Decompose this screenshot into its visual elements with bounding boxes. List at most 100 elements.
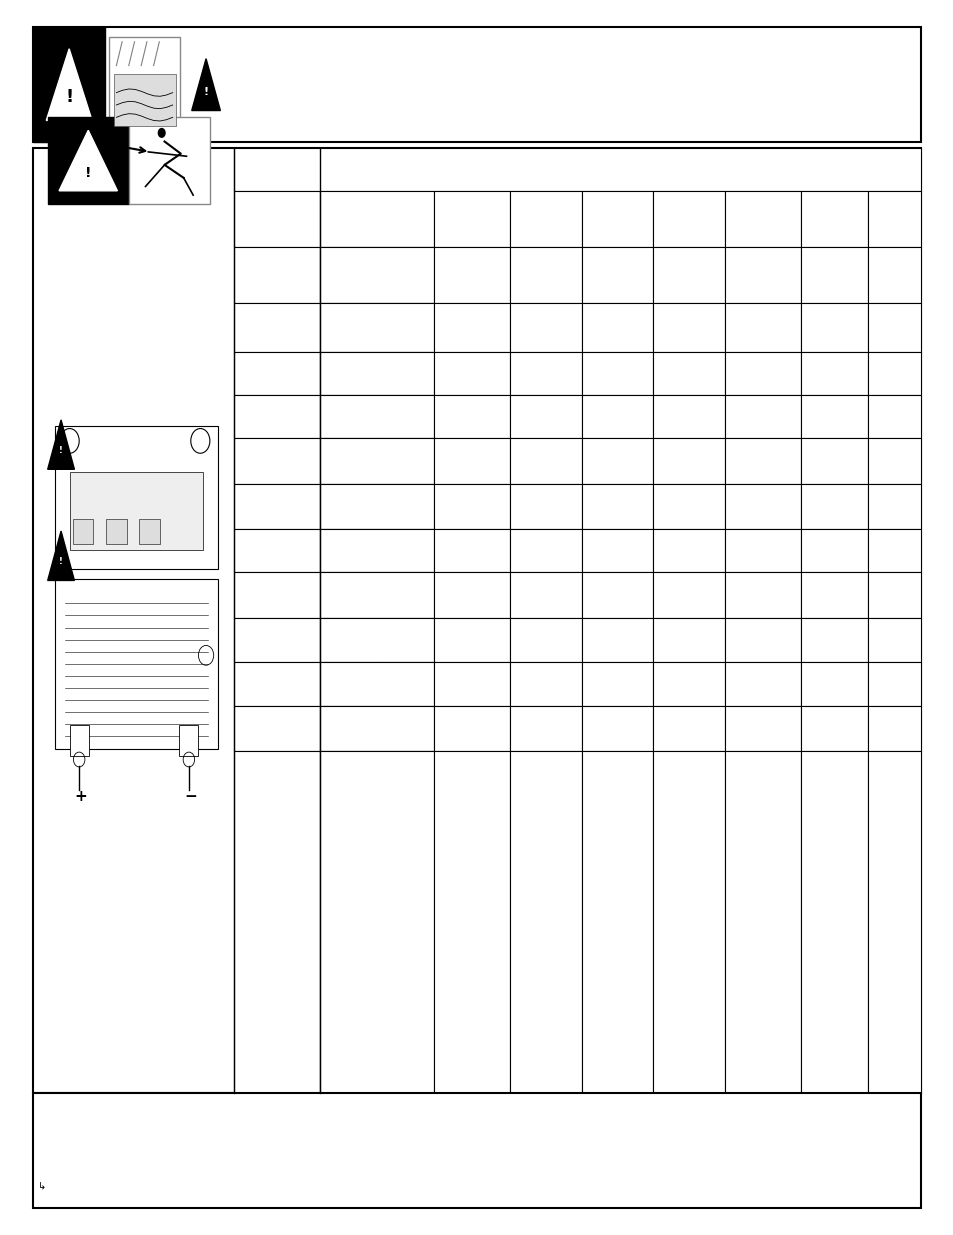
Bar xyxy=(801,529,867,572)
Polygon shape xyxy=(48,420,74,469)
Bar xyxy=(581,572,653,618)
Bar xyxy=(376,706,434,751)
Bar xyxy=(653,303,724,352)
Bar xyxy=(867,303,920,352)
Bar xyxy=(376,303,434,352)
Bar xyxy=(801,618,867,662)
Bar xyxy=(319,751,434,1093)
Bar xyxy=(319,662,376,706)
Bar xyxy=(581,438,653,484)
Bar xyxy=(434,438,510,484)
Bar xyxy=(319,438,376,484)
Bar xyxy=(319,618,376,662)
Bar xyxy=(434,662,510,706)
Text: !: ! xyxy=(59,446,63,454)
Bar xyxy=(434,529,510,572)
Bar xyxy=(233,438,319,484)
Bar xyxy=(376,395,434,438)
Bar xyxy=(724,352,801,395)
Bar xyxy=(434,572,510,618)
Bar xyxy=(724,618,801,662)
Bar xyxy=(319,484,376,529)
Bar xyxy=(510,662,581,706)
Bar xyxy=(510,572,581,618)
Bar xyxy=(581,247,653,303)
Bar xyxy=(581,395,653,438)
Bar xyxy=(510,618,581,662)
Bar xyxy=(319,191,434,247)
Bar xyxy=(867,706,920,751)
Bar xyxy=(113,74,175,126)
Bar xyxy=(653,706,724,751)
Text: !: ! xyxy=(203,88,209,98)
Bar xyxy=(55,426,217,568)
Bar xyxy=(376,247,434,303)
Circle shape xyxy=(158,128,165,137)
Bar xyxy=(581,706,653,751)
Bar xyxy=(233,191,319,247)
Bar xyxy=(510,247,581,303)
Bar xyxy=(319,618,434,662)
Bar xyxy=(319,529,376,572)
Bar xyxy=(233,148,920,191)
Bar xyxy=(510,303,581,352)
Bar xyxy=(801,303,867,352)
Bar xyxy=(801,484,867,529)
Bar xyxy=(867,191,920,247)
Bar xyxy=(319,706,376,751)
Bar xyxy=(867,395,920,438)
Bar xyxy=(801,662,867,706)
Bar xyxy=(510,352,581,395)
Bar xyxy=(233,618,319,662)
Polygon shape xyxy=(59,131,117,190)
Bar xyxy=(376,662,434,706)
Bar xyxy=(319,751,376,1093)
Bar xyxy=(233,529,319,572)
Bar xyxy=(867,572,920,618)
Bar xyxy=(70,472,203,551)
Bar xyxy=(653,618,724,662)
Bar xyxy=(801,191,867,247)
Bar xyxy=(724,303,801,352)
Bar xyxy=(581,662,653,706)
Bar xyxy=(233,751,319,1093)
Polygon shape xyxy=(48,531,74,580)
Bar xyxy=(376,484,434,529)
Bar xyxy=(319,303,376,352)
Bar xyxy=(434,395,510,438)
Bar xyxy=(653,529,724,572)
Bar xyxy=(653,662,724,706)
Bar xyxy=(233,706,319,751)
Bar xyxy=(319,352,376,395)
Bar xyxy=(724,247,801,303)
Bar xyxy=(510,191,581,247)
Bar xyxy=(801,247,867,303)
Bar xyxy=(106,519,127,543)
Bar xyxy=(233,484,319,529)
Bar xyxy=(801,706,867,751)
Bar xyxy=(129,117,210,204)
Bar xyxy=(33,27,105,142)
Bar xyxy=(319,247,434,303)
Bar xyxy=(724,438,801,484)
Bar xyxy=(434,618,510,662)
Bar xyxy=(581,618,653,662)
Bar xyxy=(510,751,581,1093)
Bar xyxy=(653,438,724,484)
Bar xyxy=(581,529,653,572)
Bar xyxy=(724,191,801,247)
Bar xyxy=(233,352,319,395)
Bar xyxy=(867,438,920,484)
Text: !: ! xyxy=(65,89,73,106)
Bar xyxy=(319,395,376,438)
Bar xyxy=(801,352,867,395)
Bar xyxy=(72,519,93,543)
Bar xyxy=(653,191,724,247)
Bar xyxy=(867,484,920,529)
Text: !: ! xyxy=(59,557,63,566)
Bar xyxy=(434,706,510,751)
Bar xyxy=(434,191,510,247)
Bar xyxy=(867,751,920,1093)
Bar xyxy=(33,1093,920,1208)
Bar xyxy=(724,706,801,751)
